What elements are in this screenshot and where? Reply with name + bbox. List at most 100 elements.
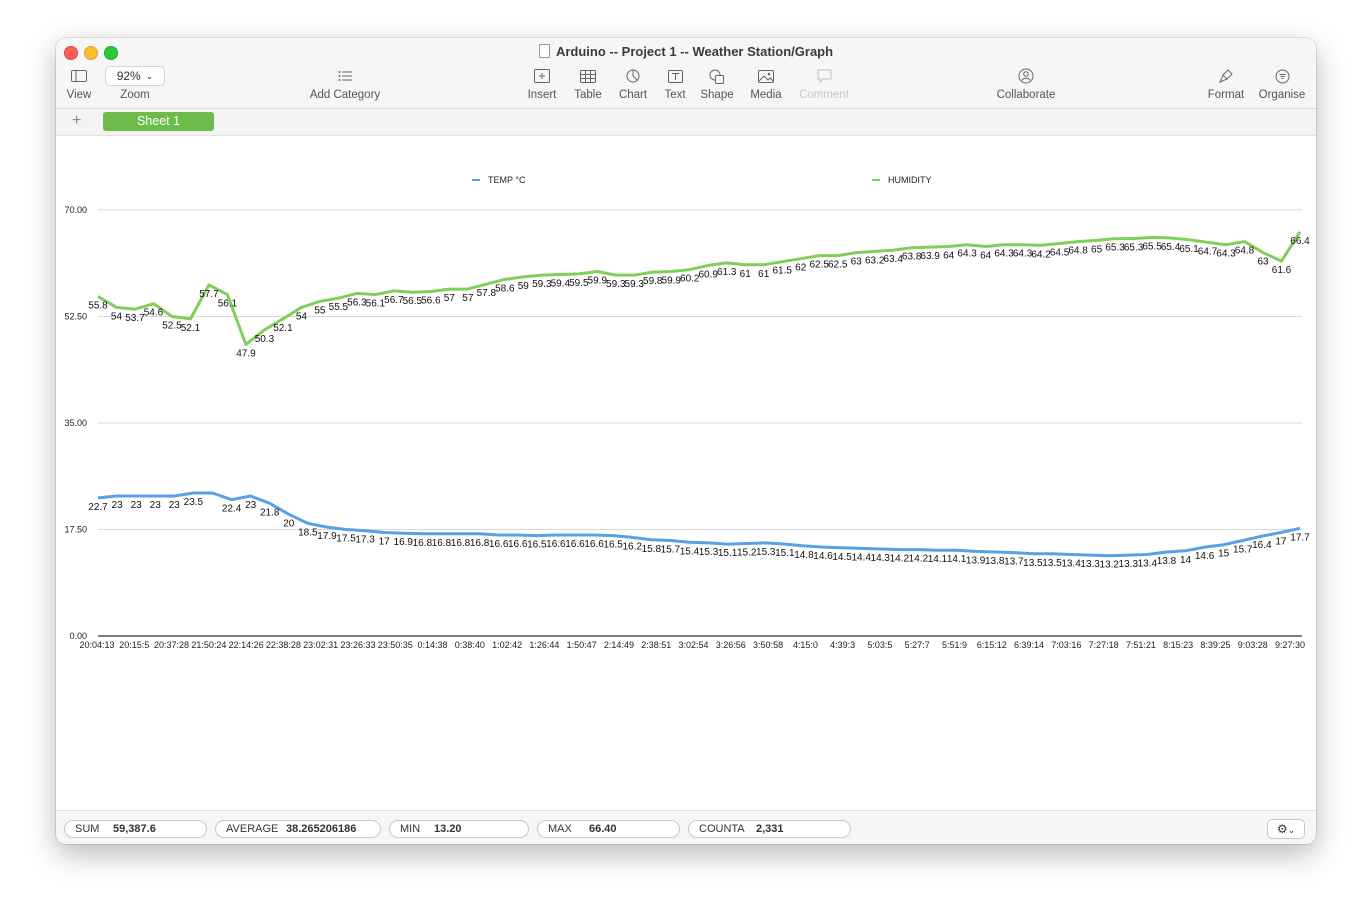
max-stat[interactable]: MAX 66.40 (537, 820, 680, 838)
data-label: 64.3 (994, 249, 1014, 260)
data-label: 56.1 (366, 299, 386, 310)
data-label: 14 (1180, 555, 1192, 566)
x-tick-label: 21:50:24 (191, 640, 226, 650)
line-chart[interactable]: 0.00 17.50 35.00 52.50 70.00 20:04:13 20:15:5 2… (56, 136, 1316, 808)
min-stat[interactable]: MIN 13.20 (389, 820, 529, 838)
text-button[interactable]: Text (661, 66, 689, 101)
close-window-button[interactable] (64, 46, 78, 60)
data-label: 13.8 (985, 556, 1005, 567)
data-label: 59.3 (606, 279, 626, 290)
average-stat[interactable]: AVERAGE 38.265206186 (215, 820, 381, 838)
x-tick-label: 22:38:28 (266, 640, 301, 650)
data-label: 62.5 (828, 260, 848, 271)
tab-sheet-1[interactable]: Sheet 1 (103, 112, 214, 131)
shape-button[interactable]: Shape (699, 66, 735, 101)
average-label: AVERAGE (226, 823, 279, 835)
data-label: 17.5 (336, 534, 356, 545)
table-button[interactable]: Table (572, 66, 604, 101)
data-label: 14.6 (1195, 551, 1215, 562)
data-label: 17.7 (1290, 532, 1310, 543)
data-label: 56.3 (347, 297, 367, 308)
data-label: 15.2 (737, 547, 757, 558)
data-label: 15.7 (1233, 544, 1253, 555)
data-label: 17.3 (355, 535, 375, 546)
data-label: 16.8 (432, 538, 452, 549)
data-label: 66.4 (1290, 236, 1310, 247)
data-label: 23.5 (184, 497, 204, 508)
data-label: 61.3 (717, 267, 737, 278)
comment-button[interactable]: Comment (797, 66, 851, 101)
data-label: 13.8 (1157, 556, 1177, 567)
data-label: 23 (150, 500, 162, 511)
add-category-button[interactable]: Add Category (307, 66, 383, 101)
data-label: 59 (518, 281, 530, 292)
legend-label: TEMP °C (488, 175, 526, 185)
x-tick-label: 8:15:23 (1163, 640, 1193, 650)
min-value: 13.20 (434, 823, 462, 835)
x-tick-label: 9:03:28 (1238, 640, 1268, 650)
data-label: 16.4 (1252, 540, 1272, 551)
data-label: 52.1 (181, 323, 201, 334)
data-label: 16.6 (565, 539, 585, 550)
zoom-window-button[interactable] (104, 46, 118, 60)
data-label: 18.5 (298, 527, 318, 538)
x-tick-label: 6:15:12 (977, 640, 1007, 650)
data-label: 16.6 (508, 539, 528, 550)
data-label: 16.9 (394, 537, 414, 548)
data-label: 23 (245, 500, 257, 511)
x-tick-label: 4:15:0 (793, 640, 818, 650)
x-tick-label: 8:39:25 (1200, 640, 1230, 650)
y-tick-label: 17.50 (64, 525, 87, 535)
x-tick-label: 20:37:28 (154, 640, 189, 650)
data-label: 54 (296, 311, 308, 322)
insert-icon (526, 66, 558, 86)
view-button[interactable]: View (66, 66, 92, 101)
data-label: 15 (1218, 549, 1230, 560)
status-settings-button[interactable]: ⚙⌄ (1267, 819, 1305, 839)
data-label: 14.5 (832, 552, 852, 563)
data-label: 64.5 (1050, 247, 1070, 258)
format-button[interactable]: Format (1206, 66, 1246, 101)
x-tick-label: 1:26:44 (529, 640, 559, 650)
zoom-control[interactable]: 92% ⌄ Zoom (105, 66, 165, 101)
data-label: 16.6 (546, 539, 566, 550)
sidebar-icon (66, 66, 92, 86)
data-label: 15.4 (680, 546, 700, 557)
counta-stat[interactable]: COUNTA 2,331 (688, 820, 851, 838)
collaborate-button[interactable]: Collaborate (994, 66, 1058, 101)
data-label: 15.1 (718, 548, 738, 559)
zoom-select[interactable]: 92% ⌄ (105, 66, 165, 86)
data-label: 64 (943, 251, 955, 262)
organise-button[interactable]: Organise (1256, 66, 1308, 101)
app-window: Arduino -- Project 1 -- Weather Station/… (56, 38, 1316, 844)
data-label: 57.7 (199, 289, 219, 300)
media-button[interactable]: Media (748, 66, 784, 101)
minimize-window-button[interactable] (84, 46, 98, 60)
data-label: 15.7 (661, 544, 681, 555)
window-title-text: Arduino -- Project 1 -- Weather Station/… (555, 44, 834, 59)
data-label: 56.7 (384, 295, 404, 306)
data-label: 14.1 (928, 554, 948, 565)
data-label: 60.2 (680, 274, 700, 285)
data-label: 65.3 (1105, 243, 1125, 254)
document-icon (538, 44, 550, 58)
y-tick-label: 52.50 (64, 312, 87, 322)
add-sheet-button[interactable]: + (72, 112, 82, 129)
data-label: 15.3 (699, 547, 719, 558)
data-label: 56.1 (218, 299, 238, 310)
data-label: 56.6 (421, 296, 441, 307)
zoom-value: 92% (116, 69, 141, 83)
chevron-down-icon: ⌄ (1287, 825, 1296, 835)
chart-button[interactable]: Chart (617, 66, 649, 101)
comment-label: Comment (799, 89, 849, 101)
sum-stat[interactable]: SUM 59,387.6 (64, 820, 207, 838)
insert-button[interactable]: Insert (526, 66, 558, 101)
data-label: 14.2 (909, 554, 929, 565)
window-title: Arduino -- Project 1 -- Weather Station/… (56, 44, 1316, 59)
data-label: 52.5 (162, 321, 182, 332)
data-label: 64 (980, 251, 992, 262)
y-tick-label: 0.00 (69, 631, 87, 641)
data-label: 16.8 (451, 538, 471, 549)
data-label: 59.9 (662, 275, 682, 286)
data-label: 55 (314, 305, 326, 316)
